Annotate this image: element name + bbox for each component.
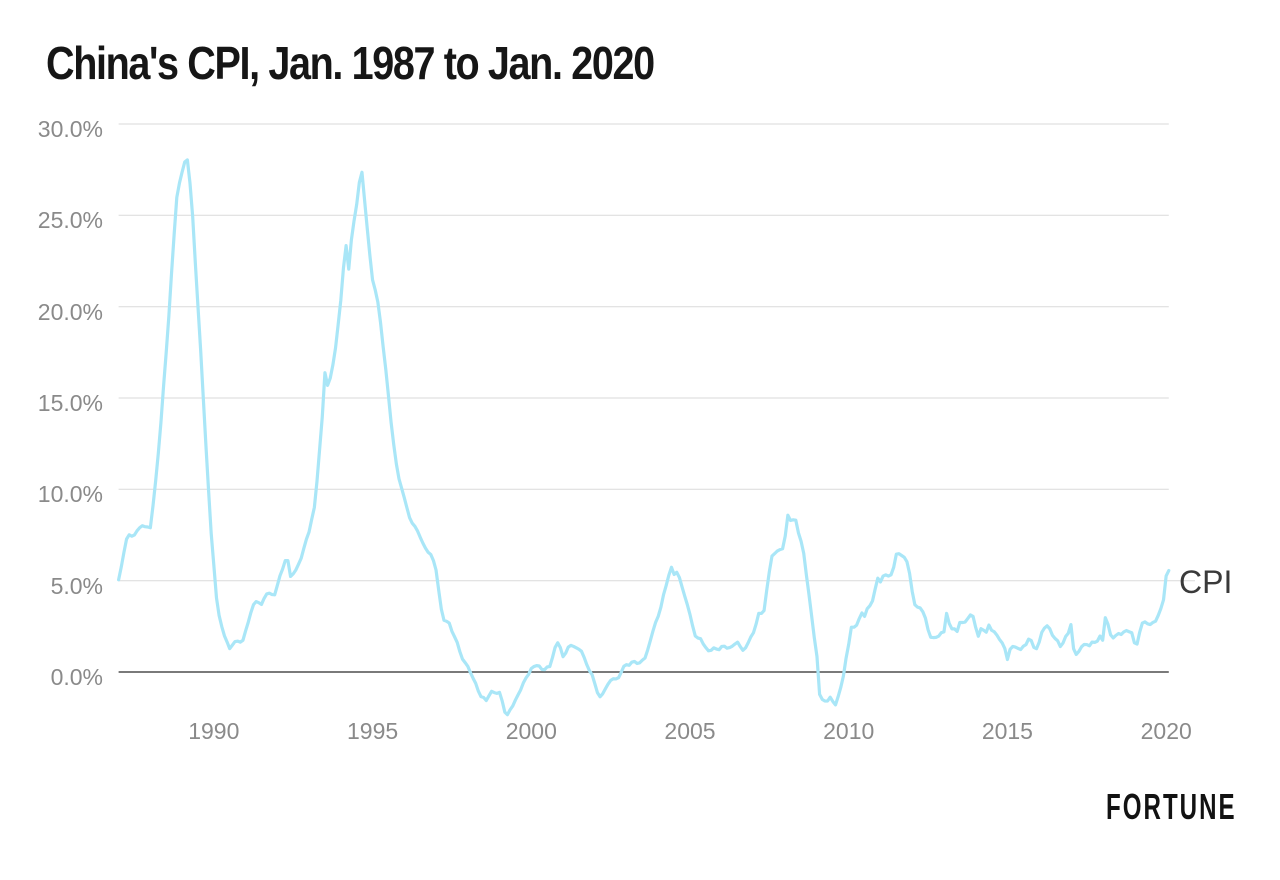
svg-text:0.0%: 0.0%: [51, 664, 103, 690]
svg-text:25.0%: 25.0%: [38, 207, 103, 233]
svg-text:20.0%: 20.0%: [38, 299, 103, 325]
svg-text:1990: 1990: [188, 718, 239, 744]
svg-text:15.0%: 15.0%: [38, 390, 103, 416]
svg-text:2000: 2000: [506, 718, 557, 744]
svg-text:2015: 2015: [982, 718, 1033, 744]
svg-text:5.0%: 5.0%: [51, 573, 103, 599]
svg-text:30.0%: 30.0%: [38, 116, 103, 142]
svg-text:10.0%: 10.0%: [38, 481, 103, 507]
svg-text:2005: 2005: [664, 718, 715, 744]
svg-text:2010: 2010: [823, 718, 874, 744]
svg-text:2020: 2020: [1141, 718, 1192, 744]
svg-text:1995: 1995: [347, 718, 398, 744]
